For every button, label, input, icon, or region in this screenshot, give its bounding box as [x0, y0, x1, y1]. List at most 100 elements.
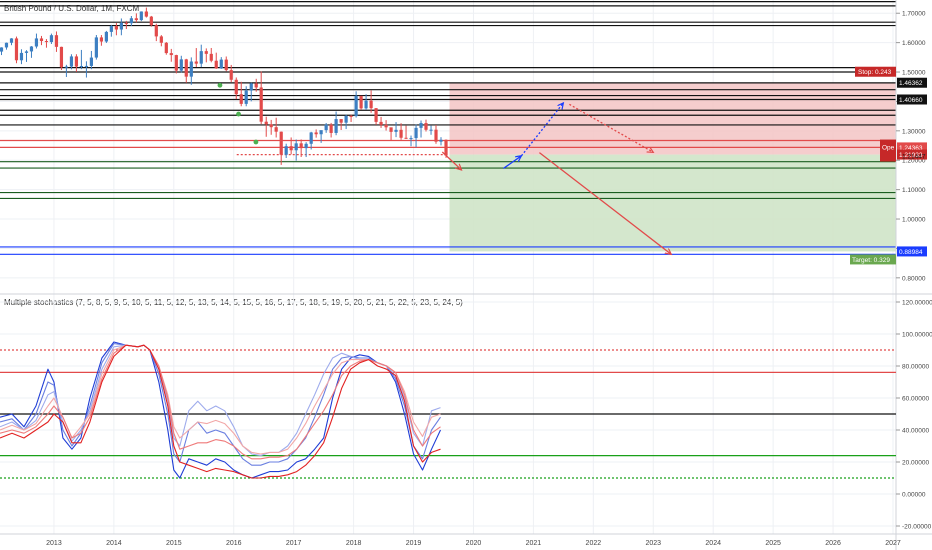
candle-body	[54, 35, 59, 47]
take-profit-zone	[449, 154, 896, 252]
candle-body	[194, 61, 198, 64]
candle-body	[144, 11, 148, 17]
oscillator-axis-label: 60.00000	[902, 396, 929, 403]
candle-body	[94, 37, 98, 58]
projection-arrow	[539, 152, 671, 255]
candle-body	[354, 95, 358, 117]
candle-body	[134, 18, 138, 21]
candle-body	[114, 26, 118, 30]
candle-body	[434, 129, 438, 142]
oscillator-axis-label: 80.00000	[902, 364, 929, 371]
price-axis-label: 1.70000	[902, 11, 926, 18]
candle-body	[159, 36, 163, 43]
price-tag-box	[897, 77, 927, 88]
candle-body	[224, 59, 228, 71]
price-axis-label: 1.60000	[902, 40, 926, 47]
candle-body	[309, 132, 313, 144]
candle-body	[439, 139, 443, 142]
time-axis-label: 2014	[106, 540, 122, 547]
candle-body	[209, 53, 213, 61]
candle-body	[184, 59, 188, 77]
price-tag-box	[897, 94, 927, 105]
candle-body	[109, 26, 113, 32]
oscillator-axis-label: 100.00000	[902, 332, 932, 339]
candle-body	[154, 25, 158, 37]
candle-body	[44, 41, 49, 43]
candle-body	[384, 124, 388, 128]
candle-body	[399, 129, 403, 138]
time-axis-label: 2021	[526, 540, 542, 547]
price-tag-box	[897, 142, 927, 153]
candle-body	[139, 11, 143, 21]
time-axis-label: 2016	[226, 540, 242, 547]
candle-body	[14, 38, 19, 61]
candle-body	[389, 127, 393, 132]
price-tag-text: 1.24363	[899, 145, 923, 152]
candle-body	[59, 46, 64, 68]
projection-arrow	[441, 151, 461, 170]
candle-body	[304, 143, 308, 149]
candle-body	[264, 121, 268, 125]
candle-body	[324, 124, 328, 131]
time-axis-label: 2025	[765, 540, 781, 547]
price-tag-box	[897, 149, 927, 160]
candle-body	[49, 35, 54, 43]
stochastic-series-line	[0, 344, 441, 479]
candle-body	[149, 16, 153, 26]
candle-body	[199, 51, 203, 64]
candle-body	[9, 38, 14, 43]
price-axis-label: 1.30000	[902, 128, 926, 135]
candle-body	[239, 94, 243, 104]
price-tag-text: 0.88984	[899, 249, 923, 256]
entry-label-box	[880, 139, 896, 162]
candle-body	[74, 56, 79, 67]
candle-body	[269, 124, 273, 128]
candle-body	[289, 146, 293, 151]
price-axis-label: 1.00000	[902, 217, 926, 224]
candle-body	[279, 131, 283, 155]
time-axis-label: 2023	[645, 540, 661, 547]
candle-body	[99, 37, 104, 42]
candle-body	[419, 123, 423, 128]
candle-body	[0, 47, 4, 52]
candle-body	[19, 52, 24, 61]
oscillator-axis-label: 40.00000	[902, 428, 929, 435]
candle-body	[174, 55, 178, 71]
candle-body	[69, 56, 74, 67]
candle-body	[169, 53, 173, 56]
candle-body	[229, 70, 233, 80]
candle-body	[349, 115, 353, 117]
price-axis-label: 1.20000	[902, 158, 926, 165]
chart-title: British Pound / U.S. Dollar, 1M, FXCM	[4, 4, 140, 13]
candle-body	[404, 137, 408, 139]
candle-body	[344, 115, 348, 123]
time-axis-label: 2026	[825, 540, 841, 547]
candle-body	[64, 66, 69, 68]
oscillator-axis-label: -20.00000	[902, 524, 932, 531]
candle-body	[4, 42, 9, 48]
candle-body	[379, 121, 383, 125]
time-axis-label: 2018	[346, 540, 362, 547]
candle-body	[314, 132, 318, 135]
projection-arrow	[503, 156, 521, 169]
candle-body	[394, 129, 398, 132]
candle-body	[284, 146, 288, 155]
candle-body	[24, 51, 29, 53]
target-label-text: Target: 0.329	[852, 257, 890, 264]
price-tag-text: 1.40660	[899, 97, 923, 104]
candle-body	[179, 59, 183, 71]
candle-body	[34, 38, 39, 47]
candle-body	[164, 42, 168, 54]
time-axis-label: 2013	[46, 540, 62, 547]
price-axis-label: 0.80000	[902, 275, 926, 282]
candle-body	[294, 143, 298, 151]
time-axis-label: 2015	[166, 540, 182, 547]
candle-body	[259, 87, 263, 122]
candle-body	[129, 18, 133, 24]
candle-body	[299, 143, 303, 149]
candle-body	[204, 51, 208, 54]
entry-label-text: Ope	[882, 145, 895, 152]
price-tag-box	[897, 246, 927, 257]
price-tag-text: 1.21933	[899, 152, 923, 159]
